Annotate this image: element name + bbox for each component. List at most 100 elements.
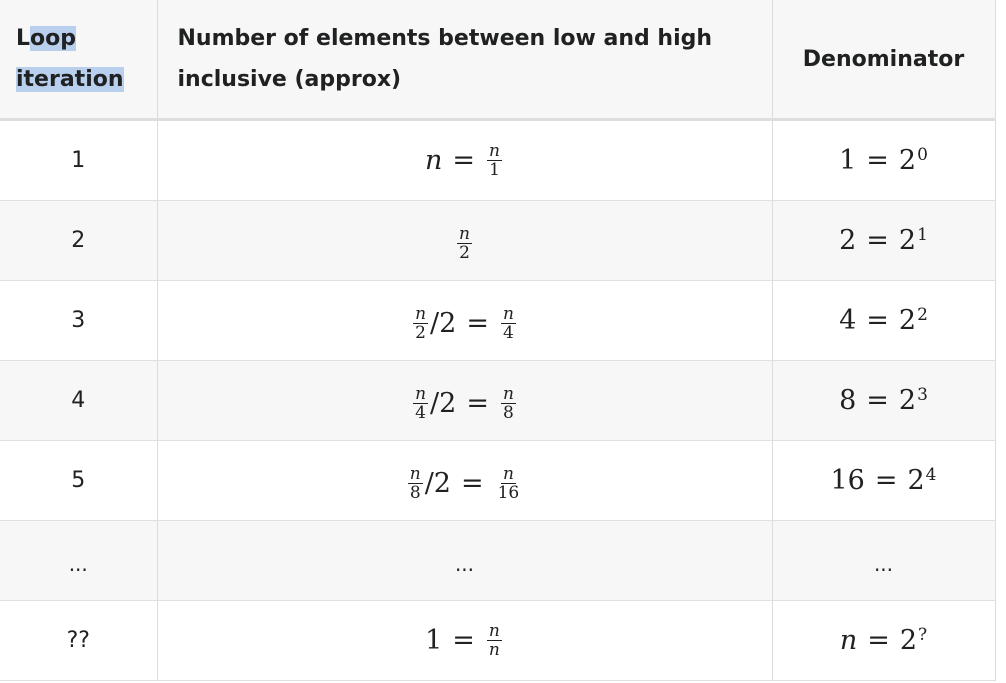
table-row: 5 n 8 /2 = n 16 16 = [0,440,996,521]
elements-cell: n 2 [157,200,773,281]
iteration-cell: 1 [0,119,158,201]
fraction: n 8 [407,463,423,503]
iteration-cell: ... [0,520,158,601]
fraction-denominator: 16 [497,482,520,503]
fraction-numerator: n [500,383,516,404]
elements-cell: n 4 /2 = n 8 [157,360,773,441]
fraction: n n [486,621,502,660]
fraction-denominator: n [488,640,500,660]
equals-sign: = [452,625,475,656]
elements-cell: n 2 /2 = n 4 [157,280,773,361]
fraction-numerator: n [413,383,429,404]
power-exponent: 2 [917,304,928,325]
fraction: n 2 [457,225,472,262]
iteration-cell: 3 [0,280,158,361]
elements-formula: n = n 1 [425,142,504,179]
power-exponent: ? [918,624,928,645]
equals-sign: = [452,145,476,176]
iteration-cell: 2 [0,200,158,281]
power-base: 2 [898,225,917,256]
elements-cell: 1 = n n [157,600,773,681]
power-base: 2 [899,625,918,656]
power-base: 2 [898,305,917,336]
power-base: 2 [898,145,917,176]
power-base: 2 [898,385,917,416]
elements-formula: n 2 /2 = n 4 [411,305,518,342]
power-exponent: 0 [917,144,928,165]
header-number-of-elements: Number of elements between low and high … [157,0,773,121]
iteration-cell: 4 [0,360,158,441]
formula-term: n [425,145,443,176]
equals-sign: = [866,145,889,176]
power-base: 2 [907,465,925,496]
fraction: n 8 [500,383,516,423]
formula-term: 2 [839,225,857,256]
elements-cell: n 8 /2 = n 16 [157,440,773,521]
fraction-denominator: 2 [415,322,426,343]
elements-formula: n 8 /2 = n 16 [406,465,524,502]
iteration-cell: ?? [0,600,158,681]
formula-term: n [839,625,858,656]
equals-sign: = [866,385,889,416]
formula-term: 4 [839,305,857,336]
division-term: /2 [430,307,457,339]
fraction-denominator: 4 [503,322,514,343]
fraction: n 2 [413,303,429,343]
equals-sign: = [866,305,889,336]
formula-term: 8 [839,385,857,416]
table-row: 3 n 2 /2 = n 4 4 = [0,280,996,361]
fraction-numerator: n [486,621,502,641]
fraction-denominator: 8 [409,482,421,503]
table-row: 4 n 4 /2 = n 8 8 = [0,360,996,441]
fraction-numerator: n [413,303,429,324]
fraction-numerator: n [500,303,516,324]
denominator-cell: ... [772,520,996,601]
header-row: Loop iteration Number of elements betwee… [0,0,996,121]
equals-sign: = [460,467,484,499]
denominator-cell: n = 2? [772,600,996,681]
elements-formula: n 2 [455,225,474,262]
header-denominator: Denominator [772,0,996,121]
fraction-numerator: n [487,141,502,161]
division-term: /2 [424,467,451,499]
elements-formula: 1 = n n [425,622,504,659]
elements-cell: n = n 1 [157,119,773,201]
table-row: ... ... ... [0,520,996,601]
header-loop-iteration-line1: Loop [16,26,77,51]
fraction-denominator: 1 [489,160,500,180]
header-loop-iteration-line2: iteration [16,67,124,92]
formula-term: 1 [839,145,857,176]
ellipsis-text: ... [68,552,88,576]
elements-formula: n 4 /2 = n 8 [411,385,518,422]
fraction-numerator: n [407,463,423,484]
fraction-denominator: 2 [459,242,470,263]
iteration-cell: 5 [0,440,158,521]
power-exponent: 1 [917,224,928,245]
power-exponent: 3 [917,384,928,405]
fraction: n 1 [487,142,502,179]
fraction-denominator: 8 [503,402,514,423]
formula-term: 1 [425,625,443,656]
equals-sign: = [866,225,889,256]
power-exponent: 4 [925,464,937,485]
equals-sign: = [874,465,898,496]
fraction: n 4 [500,303,516,343]
fraction-numerator: n [500,463,516,484]
equals-sign: = [466,387,489,419]
fraction-denominator: 4 [415,402,426,423]
equals-sign: = [466,307,489,339]
fraction: n 4 [413,383,429,423]
